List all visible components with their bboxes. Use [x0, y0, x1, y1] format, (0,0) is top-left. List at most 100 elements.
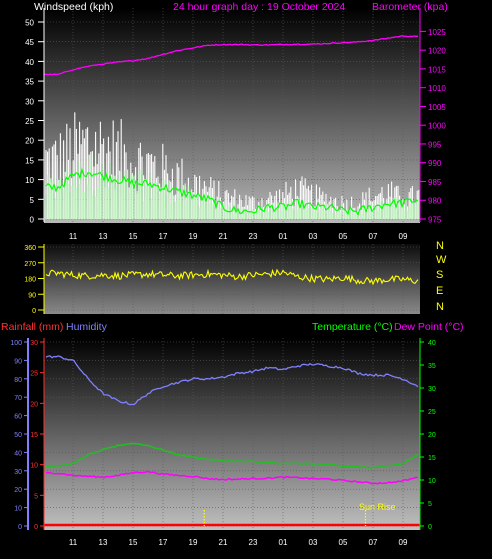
temperature-axis-title: Temperature (°C) — [312, 321, 393, 333]
tick-label-humidity: 20 — [14, 487, 22, 494]
tick-label-wind: 15 — [25, 156, 34, 165]
x-tick-label-top: 19 — [189, 232, 198, 241]
x-tick-label-bottom: 13 — [99, 538, 108, 547]
tick-label-humidity: 80 — [14, 377, 22, 384]
chart-marks — [43, 35, 420, 527]
tick-label-barometer: 980 — [428, 197, 442, 206]
humidity-axis-title: Humidity — [66, 321, 108, 333]
tick-label-rainfall: 0 — [34, 524, 38, 531]
tick-label-wind: 35 — [25, 78, 34, 87]
x-tick-label-top: 03 — [309, 232, 318, 241]
tick-label-wind: 30 — [25, 97, 34, 106]
compass-label-n-top: N — [436, 240, 444, 252]
barometer-line — [43, 35, 419, 76]
barometer-axis-title: Barometer (kpa) — [372, 1, 448, 13]
tick-label-humidity: 70 — [14, 395, 22, 402]
tick-label-humidity: 100 — [10, 340, 22, 347]
axis-labels: 0510152025303540455097598098599099510001… — [10, 8, 446, 547]
tick-label-rainfall: 15 — [30, 432, 38, 439]
x-tick-label-bottom: 23 — [249, 538, 258, 547]
tick-label-direction: 270 — [24, 261, 36, 268]
windspeed-axis-title: Windspeed (kph) — [34, 1, 113, 13]
x-tick-label-bottom: 19 — [189, 538, 198, 547]
humidity-line — [45, 355, 419, 406]
sunrise-label: Sun Rise — [359, 502, 396, 512]
tick-label-barometer: 975 — [428, 216, 442, 225]
tick-label-barometer: 990 — [428, 159, 442, 168]
x-tick-label-top: 11 — [69, 232, 78, 241]
x-tick-label-bottom: 03 — [309, 538, 318, 547]
grid-lines — [44, 8, 420, 530]
x-tick-label-top: 17 — [159, 232, 168, 241]
tick-label-wind: 10 — [25, 176, 34, 185]
x-tick-label-bottom: 11 — [69, 538, 78, 547]
x-tick-label-top: 07 — [369, 232, 378, 241]
tick-label-direction: 0 — [32, 308, 36, 315]
tick-label-temperature: 20 — [428, 432, 436, 439]
rainfall-axis-title: Rainfall (mm) — [1, 321, 63, 333]
tick-label-temperature: 25 — [428, 409, 436, 416]
tick-label-rainfall: 10 — [30, 463, 38, 470]
x-tick-label-top: 21 — [219, 232, 228, 241]
x-tick-label-top: 13 — [99, 232, 108, 241]
compass-label-n-bottom: N — [436, 301, 444, 313]
tick-label-barometer: 1015 — [428, 65, 446, 74]
tick-label-barometer: 985 — [428, 178, 442, 187]
wind-direction-line — [45, 268, 419, 286]
x-tick-label-bottom: 05 — [339, 538, 348, 547]
tick-label-temperature: 0 — [428, 524, 432, 531]
tick-label-barometer: 1005 — [428, 103, 446, 112]
x-tick-label-top: 23 — [249, 232, 258, 241]
tick-label-barometer: 1000 — [428, 122, 446, 131]
tick-label-rainfall: 20 — [30, 401, 38, 408]
tick-label-humidity: 50 — [14, 432, 22, 439]
tick-label-rainfall: 30 — [30, 340, 38, 347]
tick-label-wind: 25 — [25, 117, 34, 126]
tick-label-wind: 50 — [25, 19, 34, 28]
x-tick-label-top: 15 — [129, 232, 138, 241]
tick-label-humidity: 0 — [18, 524, 22, 531]
tick-label-wind: 40 — [25, 58, 34, 67]
x-tick-label-top: 09 — [399, 232, 408, 241]
tick-label-temperature: 15 — [428, 455, 436, 462]
temperature-line — [45, 442, 419, 470]
tick-label-temperature: 40 — [428, 340, 436, 347]
x-tick-label-top: 05 — [339, 232, 348, 241]
tick-label-rainfall: 25 — [30, 371, 38, 378]
tick-label-direction: 90 — [28, 292, 36, 299]
tick-label-humidity: 60 — [14, 414, 22, 421]
x-tick-label-bottom: 01 — [279, 538, 288, 547]
direction-panel-bg — [44, 244, 420, 314]
tick-label-rainfall: 5 — [34, 493, 38, 500]
x-tick-label-bottom: 17 — [159, 538, 168, 547]
average-wind-line — [45, 167, 419, 216]
x-tick-label-bottom: 15 — [129, 538, 138, 547]
tick-label-humidity: 30 — [14, 469, 22, 476]
compass-label-s: S — [436, 269, 443, 281]
x-tick-label-bottom: 21 — [219, 538, 228, 547]
tick-label-temperature: 10 — [428, 478, 436, 485]
tick-label-temperature: 35 — [428, 363, 436, 370]
tick-label-temperature: 5 — [428, 501, 432, 508]
tick-label-barometer: 1020 — [428, 47, 446, 56]
tick-label-wind: 20 — [25, 137, 34, 146]
tick-label-direction: 180 — [24, 277, 36, 284]
tick-label-wind: 5 — [30, 196, 35, 205]
tick-label-wind: 0 — [30, 216, 35, 225]
tick-label-barometer: 1025 — [428, 28, 446, 37]
x-tick-label-top: 01 — [279, 232, 288, 241]
compass-label-w: W — [436, 254, 447, 266]
dewpoint-axis-title: Dew Point (°C) — [394, 321, 464, 333]
tick-label-humidity: 90 — [14, 358, 22, 365]
tick-label-temperature: 30 — [428, 386, 436, 393]
tick-label-direction: 360 — [24, 245, 36, 252]
tick-label-humidity: 40 — [14, 450, 22, 457]
x-tick-label-bottom: 07 — [369, 538, 378, 547]
tick-label-barometer: 995 — [428, 140, 442, 149]
graph-title: 24 hour graph day : 19 October 2024 — [173, 1, 345, 13]
tick-label-humidity: 10 — [14, 506, 22, 513]
x-tick-label-bottom: 09 — [399, 538, 408, 547]
dewpoint-line — [46, 470, 419, 485]
